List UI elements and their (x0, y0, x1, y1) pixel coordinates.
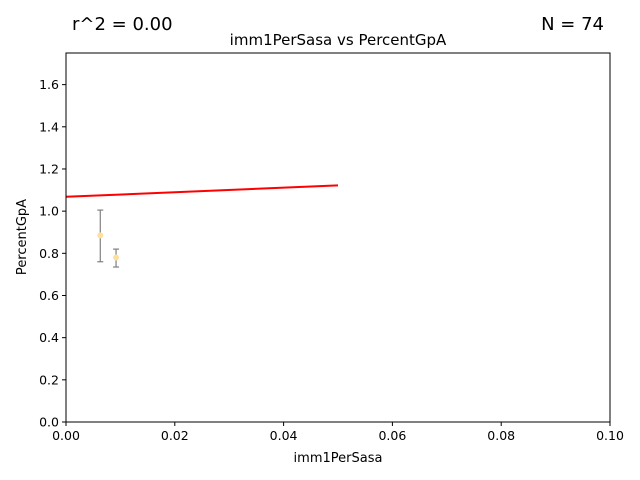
y-tick-label: 0.2 (39, 372, 59, 387)
chart-title: imm1PerSasa vs PercentGpA (230, 31, 447, 49)
ticks-layer: 0.00 0.02 0.04 0.06 0.08 0.10 0.0 0.2 0.4 0.6 0.8 1… (39, 77, 624, 443)
y-tick-label: 0.8 (39, 246, 59, 261)
x-tick-label: 0.06 (378, 428, 406, 443)
y-tick-label: 1.0 (39, 204, 59, 219)
x-tick-label: 0.00 (52, 428, 80, 443)
x-tick-label: 0.08 (487, 428, 515, 443)
data-point (97, 232, 104, 239)
data-point (113, 254, 120, 261)
x-tick-label: 0.04 (270, 428, 298, 443)
y-tick-label: 1.2 (39, 161, 59, 176)
plot-area-frame (65, 52, 611, 423)
y-tick-label: 0.0 (39, 415, 59, 430)
fit-line (65, 184, 339, 198)
y-tick-label: 1.4 (39, 119, 59, 134)
x-tick-label: 0.02 (161, 428, 189, 443)
y-tick-label: 1.6 (39, 77, 59, 92)
y-axis-label: PercentGpA (15, 199, 30, 275)
x-tick-label: 0.10 (596, 428, 624, 443)
y-tick-label: 0.4 (39, 330, 59, 345)
n-count-annotation: N = 74 (541, 14, 604, 35)
r-squared-annotation: r^2 = 0.00 (72, 14, 173, 35)
x-axis-label: imm1PerSasa (294, 451, 383, 466)
y-tick-label: 0.6 (39, 288, 59, 303)
marks-layer (65, 184, 339, 268)
